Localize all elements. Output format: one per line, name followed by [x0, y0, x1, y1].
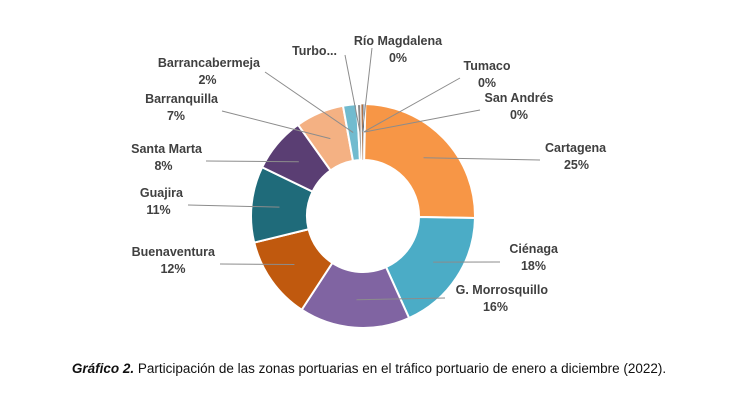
- label-name-turbo: Turbo...: [292, 44, 337, 58]
- label-name-tumaco: Tumaco: [464, 59, 511, 73]
- label-tumaco: Tumaco 0%: [464, 59, 511, 90]
- label-name-buenaventura: Buenaventura: [132, 245, 216, 259]
- leader-morrosquillo: [356, 297, 446, 301]
- label-pct-barranquilla: 7%: [167, 109, 185, 123]
- label-morrosquillo: G. Morrosquillo 16%: [456, 283, 549, 314]
- donut-chart: Cartagena 25% Ciénaga 18% G. Morrosquillo 16%…: [131, 34, 607, 329]
- figure-caption: Gráfico 2. Participación de las zonas po…: [0, 361, 738, 376]
- label-pct-morrosquillo: 16%: [483, 300, 508, 314]
- leader-barranquilla: [221, 110, 331, 140]
- caption-text: Participación de las zonas portuarias en…: [134, 361, 667, 376]
- label-barranquilla: Barranquilla 7%: [145, 92, 219, 123]
- label-pct-sanandres: 0%: [510, 108, 528, 122]
- label-name-morrosquillo: G. Morrosquillo: [456, 283, 549, 297]
- label-buenaventura: Buenaventura 12%: [132, 245, 216, 276]
- label-pct-guajira: 11%: [146, 203, 170, 217]
- leader-guajira: [187, 204, 280, 208]
- label-pct-cienaga: 18%: [521, 259, 546, 273]
- label-sanandres: San Andrés 0%: [484, 91, 553, 122]
- label-pct-buenaventura: 12%: [160, 262, 185, 276]
- leader-turbo: [344, 54, 361, 133]
- caption-label: Gráfico 2.: [71, 361, 135, 376]
- label-riomagdalena: Río Magdalena 0%: [354, 34, 443, 65]
- label-name-cienaga: Ciénaga: [509, 242, 559, 256]
- label-pct-riomagdalena: 0%: [389, 51, 407, 65]
- label-barrancabermeja: Barrancabermeja 2%: [158, 56, 261, 87]
- label-pct-tumaco: 0%: [478, 76, 496, 90]
- leader-barrancabermeja: [264, 71, 354, 133]
- leader-tumaco: [363, 77, 461, 133]
- leader-cartagena: [423, 157, 541, 161]
- leader-riomagdalena: [361, 47, 373, 133]
- slice-labels: Cartagena 25% Ciénaga 18% G. Morrosquillo 16%…: [131, 34, 607, 314]
- label-name-riomagdalena: Río Magdalena: [354, 34, 443, 48]
- label-name-cartagena: Cartagena: [545, 141, 607, 155]
- label-name-sanandres: San Andrés: [484, 91, 553, 105]
- label-pct-barrancabermeja: 2%: [198, 73, 216, 87]
- donut-slices: [250, 102, 477, 329]
- label-guajira: Guajira 11%: [140, 186, 184, 217]
- leader-lines: [187, 47, 541, 301]
- label-name-guajira: Guajira: [140, 186, 184, 200]
- leader-sanandres: [364, 109, 481, 133]
- leader-buenaventura: [219, 263, 295, 266]
- label-pct-santamarta: 8%: [154, 159, 172, 173]
- label-name-santamarta: Santa Marta: [131, 142, 203, 156]
- leader-santamarta: [205, 160, 299, 163]
- label-turbo: Turbo...: [292, 44, 337, 58]
- label-cartagena: Cartagena 25%: [545, 141, 607, 172]
- label-name-barrancabermeja: Barrancabermeja: [158, 56, 261, 70]
- label-cienaga: Ciénaga 18%: [509, 242, 559, 273]
- label-santamarta: Santa Marta 8%: [131, 142, 203, 173]
- label-name-barranquilla: Barranquilla: [145, 92, 219, 106]
- label-pct-cartagena: 25%: [564, 158, 589, 172]
- slice-cartagena: [363, 103, 476, 220]
